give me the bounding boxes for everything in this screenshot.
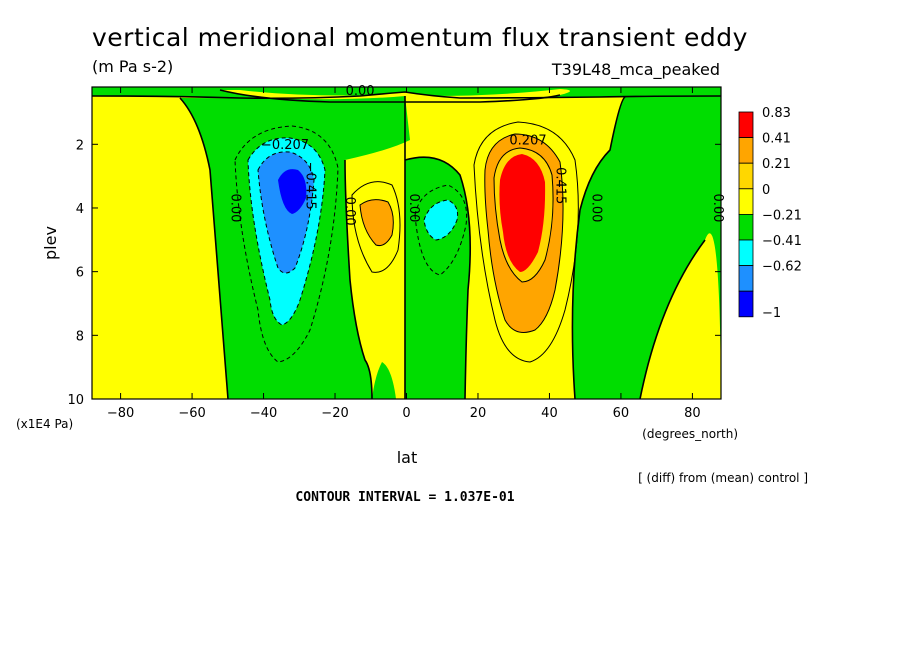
region-north-core-3 — [499, 154, 546, 272]
colorbar-swatch — [738, 188, 754, 215]
colorbar-label: 0.83 — [762, 106, 791, 121]
contour-label: 0.00 — [346, 84, 375, 99]
y-axis-units: (x1E4 Pa) — [16, 417, 73, 431]
negative-contours — [234, 125, 468, 363]
units-label: (m Pa s-2) — [92, 57, 173, 76]
colorbar-label: −0.21 — [762, 208, 802, 223]
x-tick-label: 60 — [613, 406, 630, 421]
y-tick-label: 4 — [76, 202, 84, 217]
region-small-neg-2 — [420, 371, 440, 399]
colorbar-swatch — [738, 265, 754, 292]
y-tick-label: 10 — [67, 393, 84, 408]
x-axis-units: (degrees_north) — [642, 427, 738, 441]
colorbar-label: 0 — [762, 183, 770, 198]
colorbar-label: −0.41 — [762, 234, 802, 249]
x-tick-label: 0 — [402, 406, 410, 421]
y-tick-label: 2 — [76, 138, 84, 153]
y-tick-label: 6 — [76, 266, 84, 281]
x-tick-label: 40 — [541, 406, 558, 421]
contour-field — [92, 87, 721, 399]
x-tick-label: −20 — [321, 406, 348, 421]
colorbar-label: 0.41 — [762, 132, 791, 147]
zero-contours — [92, 89, 721, 399]
experiment-label: T39L48_mca_peaked — [551, 60, 720, 80]
x-tick-label: −80 — [107, 406, 134, 421]
region-south-positive — [92, 96, 228, 399]
x-tick-label: −40 — [250, 406, 277, 421]
x-tick-label: 80 — [684, 406, 701, 421]
positive-contours — [351, 121, 579, 363]
x-axis: −80 −60 −40 −20 0 20 40 60 80 — [107, 87, 701, 421]
y-tick-label: 8 — [76, 329, 84, 344]
contour-label: −0.207 — [261, 138, 309, 153]
colorbar-label: −1 — [762, 306, 781, 321]
region-small-neg-1 — [372, 362, 396, 399]
contour-label: 0.00 — [227, 194, 242, 223]
x-axis-title: lat — [397, 448, 418, 467]
colorbar-swatch — [738, 290, 754, 318]
x-tick-label: −60 — [178, 406, 205, 421]
colorbar-swatch — [738, 111, 754, 139]
colorbar-label: 0.21 — [762, 157, 791, 172]
colorbar: 0.83 0.41 0.21 0 −0.21 −0.41 −0.62 −1 — [738, 106, 802, 321]
contour-label: 0.415 — [553, 167, 568, 204]
contour-labels: 0.00 0.00 0.00 0.00 0.000.00−0.207−0.4150.20… — [227, 84, 724, 226]
region-equator-negative-core — [424, 200, 458, 240]
y-axis-title: plev — [41, 226, 60, 260]
colorbar-swatch — [738, 213, 754, 241]
x-tick-label: 20 — [470, 406, 487, 421]
colorbar-swatch — [738, 137, 754, 164]
contour-label: 0.00 — [588, 194, 603, 223]
colorbar-swatch — [738, 162, 754, 190]
colorbar-swatch — [738, 239, 754, 267]
contour-interval: CONTOUR INTERVAL = 1.037E-01 — [295, 490, 514, 505]
chart-title: vertical meridional momentum flux transi… — [92, 23, 748, 52]
diff-note: [ (diff) from (mean) control ] — [638, 471, 808, 485]
colorbar-label: −0.62 — [762, 260, 802, 275]
contour-label: 0.00 — [406, 194, 421, 223]
region-north-positive — [640, 233, 721, 399]
contour-label: 0.00 — [342, 197, 357, 226]
contour-label: −0.415 — [302, 162, 317, 210]
y-axis: 2 4 6 8 10 — [67, 138, 721, 408]
region-south-core-3 — [278, 169, 307, 214]
contour-label: 0.207 — [509, 133, 546, 148]
